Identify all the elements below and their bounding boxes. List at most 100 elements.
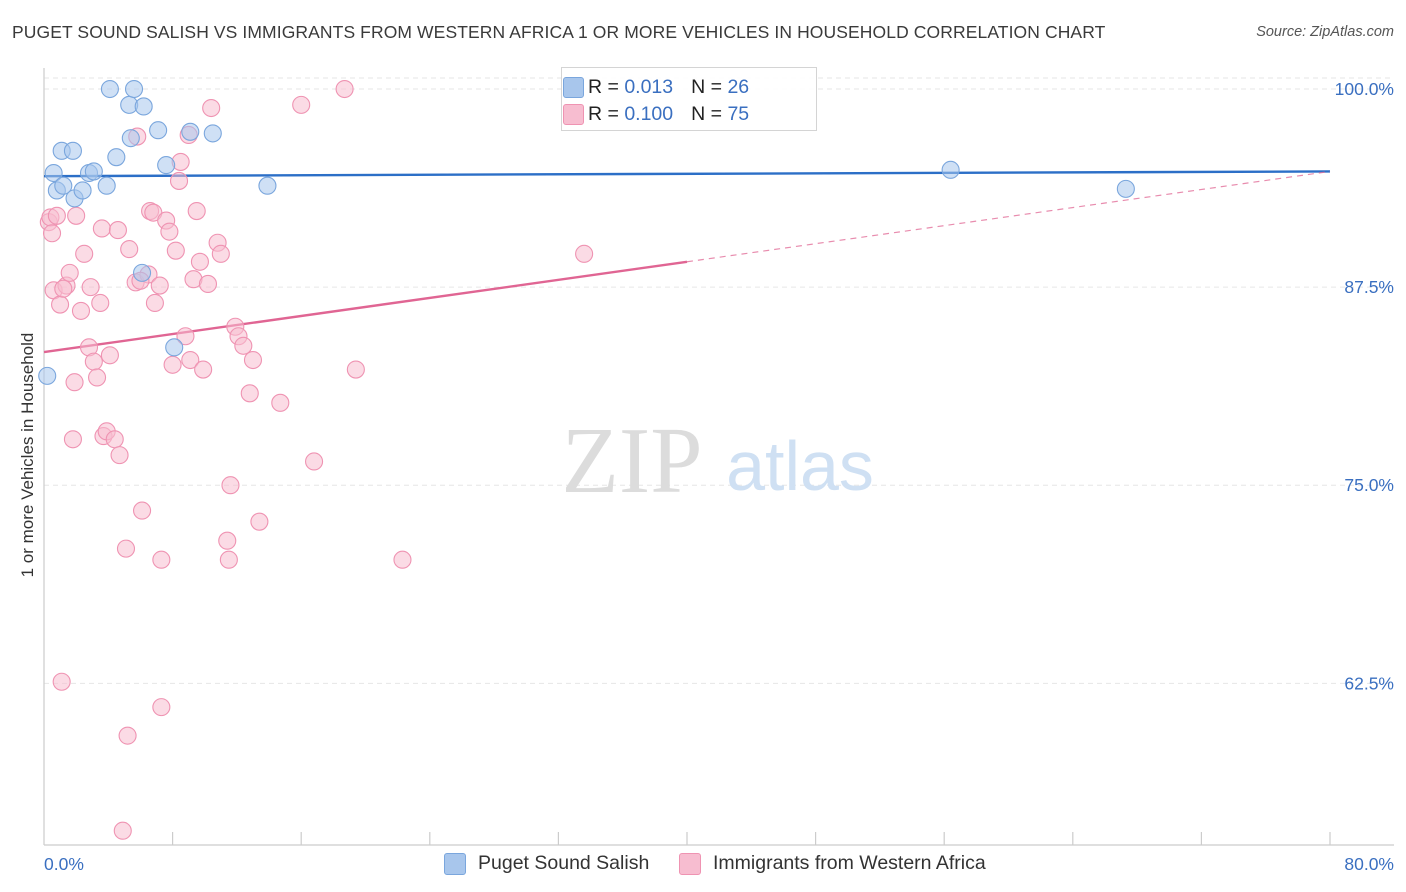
pink-data-point [190, 252, 209, 271]
pink-data-point [240, 384, 259, 403]
blue-data-point [124, 79, 144, 99]
pink-trend-line [43, 260, 688, 354]
pink-data-point [160, 222, 179, 241]
series-immigrants-western-africa [39, 79, 594, 840]
legend-swatch-blue [563, 77, 584, 98]
legend-label: Immigrants from Western Africa [713, 852, 986, 874]
watermark-atlas: atlas [726, 427, 874, 505]
legend-row-pink: R = 0.100 N = 75 [563, 101, 750, 127]
pink-data-point [305, 452, 324, 471]
series-puget-sound-salish [38, 79, 1135, 385]
y-axis-label: 1 or more Vehicles in Household [18, 332, 37, 578]
blue-data-point [149, 121, 168, 140]
legend-n-label: N = [691, 75, 723, 98]
pink-data-point [71, 301, 91, 320]
pink-data-point [60, 263, 79, 282]
x-tick-label: 0.0% [44, 854, 84, 874]
pink-data-point [218, 531, 237, 550]
y-tick-label: 75.0% [1344, 475, 1394, 495]
gridlines [44, 77, 1394, 684]
blue-data-point [97, 176, 116, 195]
blue-data-point [54, 176, 73, 195]
blue-data-point [203, 124, 222, 143]
pink-data-point [211, 244, 230, 263]
legend-r-label: R = [588, 102, 619, 125]
pink-data-point [105, 430, 124, 449]
chart-title: PUGET SOUND SALISH VS IMMIGRANTS FROM WE… [12, 22, 1106, 42]
pink-data-point [194, 360, 213, 379]
pink-data-point [54, 279, 73, 298]
pink-data-point [271, 393, 290, 412]
pink-data-point [250, 512, 269, 531]
blue-data-point [121, 129, 140, 148]
pink-data-point [346, 360, 365, 379]
pink-data-point [176, 327, 195, 346]
pink-data-point [152, 550, 171, 569]
pink-data-point [92, 219, 111, 238]
pink-data-point [187, 202, 206, 221]
legend-row-blue: R = 0.013 N = 26 [563, 74, 750, 100]
pink-data-point [202, 98, 221, 118]
legend-item-immigrants-western-africa: Immigrants from Western Africa [679, 852, 986, 875]
legend-r-value: 0.100 [624, 102, 674, 125]
pink-data-point [47, 206, 66, 225]
pink-data-point [118, 726, 137, 745]
pink-data-point [65, 373, 84, 392]
legend-r-value: 0.013 [624, 75, 674, 98]
x-tick-label: 80.0% [1344, 854, 1394, 874]
watermark-zip: ZIP [562, 409, 703, 513]
pink-data-point [198, 274, 218, 294]
blue-data-point [107, 148, 126, 167]
axes [43, 68, 1394, 846]
pink-data-point [113, 821, 132, 840]
watermark: ZIP atlas [562, 409, 874, 513]
pink-data-point [163, 355, 182, 374]
pink-data-point [166, 241, 185, 260]
series-legend: Puget Sound Salish Immigrants from Weste… [0, 852, 1406, 878]
source-label: Source: ZipAtlas.com [1256, 24, 1394, 40]
pink-data-point [169, 171, 189, 190]
blue-data-point [73, 181, 92, 200]
blue-data-point [157, 156, 176, 175]
pink-data-point [152, 698, 171, 717]
blue-data-point [100, 79, 119, 99]
tick-labels: 62.5% 75.0% 87.5% 100.0% 0.0% 80.0% [44, 79, 1394, 874]
pink-data-point [67, 206, 86, 225]
pink-data-point [75, 244, 94, 263]
pink-data-point [219, 550, 238, 569]
pink-data-point [221, 476, 240, 495]
correlation-legend: R = 0.013 N = 26 R = 0.100 N = 75 [561, 67, 817, 131]
legend-swatch-blue [444, 852, 466, 875]
blue-data-point [84, 162, 103, 181]
pink-data-point [51, 295, 70, 314]
pink-data-point [181, 350, 200, 370]
pink-data-point [100, 346, 119, 365]
blue-data-point [258, 176, 277, 195]
pink-data-point [91, 293, 110, 313]
pink-data-point [145, 293, 164, 313]
blue-data-point [38, 366, 57, 385]
legend-swatch-pink [563, 104, 584, 125]
trend-lines [43, 170, 1331, 354]
legend-n-value: 75 [727, 102, 750, 125]
pink-data-point [81, 278, 100, 297]
legend-swatch-pink [679, 852, 701, 875]
pink-data-point [120, 240, 139, 259]
blue-trend-line [43, 170, 1331, 178]
blue-data-point [1116, 179, 1135, 198]
pink-data-point [234, 336, 253, 355]
pink-data-point [292, 95, 311, 114]
legend-label: Puget Sound Salish [478, 852, 650, 874]
pink-data-point [52, 672, 71, 691]
pink-data-point [133, 501, 152, 520]
pink-trend-line-extension [686, 170, 1331, 263]
y-tick-label: 87.5% [1344, 277, 1394, 297]
y-tick-label: 100.0% [1335, 79, 1394, 99]
legend-n-value: 26 [727, 75, 750, 98]
pink-data-point [42, 224, 62, 243]
legend-r-label: R = [588, 75, 619, 98]
legend-item-puget-sound-salish: Puget Sound Salish [444, 852, 649, 875]
pink-data-point [150, 276, 169, 295]
blue-data-point [44, 163, 63, 183]
